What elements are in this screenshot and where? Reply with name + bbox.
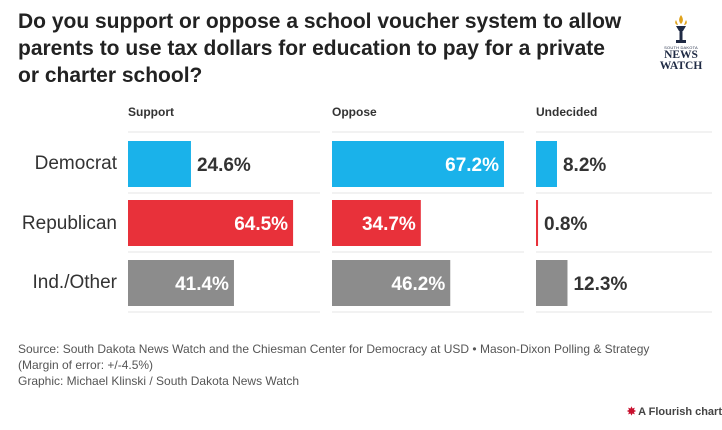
column-header-support: Support [128, 105, 174, 119]
column-header-oppose: Oppose [332, 105, 377, 119]
bar-undecided-republican[interactable] [536, 200, 539, 246]
torch-icon [675, 15, 687, 43]
data-label-oppose-ind-other: 46.2% [391, 274, 445, 295]
bar-oppose-ind-other[interactable] [332, 260, 451, 306]
source-line: Source: South Dakota News Watch and the … [18, 342, 650, 356]
flourish-star-icon: ✸ [626, 406, 637, 418]
bar-undecided-democrat[interactable] [536, 141, 557, 187]
bar-undecided-ind-other[interactable] [536, 260, 568, 306]
bar-support-republican[interactable] [128, 200, 294, 246]
bar-oppose-republican[interactable] [332, 200, 421, 246]
graphic-credit-line: Graphic: Michael Klinski / South Dakota … [18, 374, 299, 388]
data-label-oppose-democrat: 67.2% [445, 155, 499, 176]
logo-small-text: SOUTH DAKOTA [664, 45, 698, 50]
row-label-democrat: Democrat [34, 153, 117, 174]
data-label-support-republican: 64.5% [234, 214, 288, 235]
column-header-undecided: Undecided [536, 105, 598, 119]
news-watch-logo[interactable]: SOUTH DAKOTA NEWS WATCH [650, 14, 712, 90]
data-label-undecided-republican: 0.8% [544, 214, 587, 235]
logo-big-text: NEWS WATCH [659, 49, 703, 72]
flourish-credit-label: A Flourish chart [638, 406, 722, 418]
bar-support-ind-other[interactable] [128, 260, 234, 306]
bar-support-democrat[interactable] [128, 141, 191, 187]
data-label-undecided-ind-other: 12.3% [573, 274, 627, 295]
flourish-credit[interactable]: ✸ A Flourish chart [627, 405, 722, 418]
source-note: Source: South Dakota News Watch and the … [18, 341, 708, 389]
bar-chart: 24.6% 64.5% 41.4% 67.2% 34.7% 46.2% 8.2% 0.8% 12… [128, 131, 712, 313]
margin-of-error-line: (Margin of error: +/-4.5%) [18, 358, 154, 372]
data-label-support-ind-other: 41.4% [175, 274, 229, 295]
row-label-ind-other: Ind./Other [32, 272, 118, 293]
bar-oppose-democrat[interactable] [332, 141, 504, 187]
chart-title: Do you support or oppose a school vouche… [18, 10, 622, 87]
data-label-support-democrat: 24.6% [197, 155, 251, 176]
row-label-republican: Republican [21, 213, 117, 234]
data-label-undecided-democrat: 8.2% [563, 155, 606, 176]
data-label-oppose-republican: 34.7% [362, 214, 416, 235]
